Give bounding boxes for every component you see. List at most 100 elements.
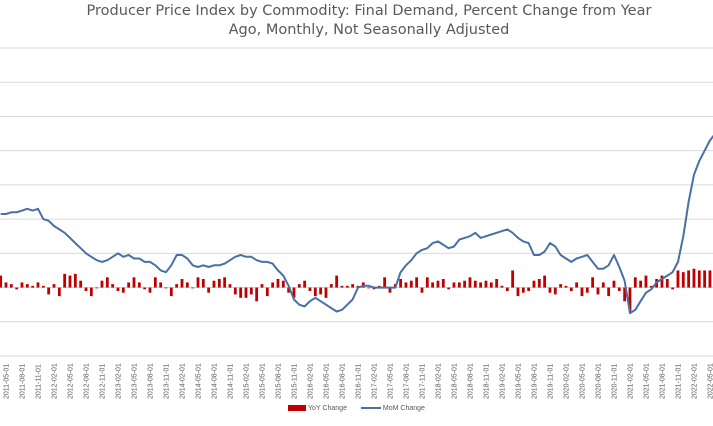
x-tick-label: 2019-11-01 <box>548 364 555 399</box>
yoy-bar <box>692 268 696 288</box>
yoy-bar <box>239 287 243 298</box>
x-tick-label: 2018-08-01 <box>468 363 475 399</box>
yoy-bar <box>681 272 685 288</box>
x-tick-label: 2014-02-01 <box>180 363 187 399</box>
yoy-bar <box>420 287 424 293</box>
yoy-bar <box>249 287 253 295</box>
yoy-bar <box>703 270 707 288</box>
yoy-bar <box>127 282 131 288</box>
yoy-bar <box>425 277 429 288</box>
x-tick-label: 2021-11-01 <box>676 364 683 399</box>
mom-line-series <box>0 134 713 315</box>
x-tick-label: 2017-11-01 <box>420 364 427 399</box>
yoy-bar <box>521 287 525 293</box>
chart-title: Producer Price Index by Commodity: Final… <box>0 2 713 40</box>
yoy-bar <box>399 279 403 288</box>
mom-line <box>0 134 713 315</box>
yoy-bar <box>484 280 488 288</box>
yoy-bar <box>580 287 584 297</box>
x-tick-label: 2018-02-01 <box>436 363 443 399</box>
x-tick-label: 2011-08-01 <box>20 364 27 399</box>
yoy-bar <box>0 275 3 288</box>
yoy-bar <box>500 285 504 288</box>
x-tick-label: 2017-05-01 <box>388 363 395 399</box>
yoy-bar <box>441 279 445 288</box>
x-tick-label: 2012-02-01 <box>52 363 59 399</box>
yoy-bar <box>31 285 35 288</box>
yoy-bar <box>95 287 99 289</box>
yoy-bar <box>340 285 344 288</box>
yoy-bar <box>351 284 355 288</box>
yoy-bar <box>207 287 211 293</box>
yoy-bar <box>297 284 301 288</box>
yoy-bar <box>676 270 680 288</box>
x-tick-label: 2013-11-01 <box>164 364 171 399</box>
x-tick-label: 2012-11-01 <box>100 364 107 399</box>
yoy-bar <box>649 285 653 288</box>
yoy-bar <box>687 270 691 288</box>
yoy-bar <box>452 282 456 288</box>
yoy-bar <box>639 280 643 288</box>
yoy-bar <box>287 287 291 293</box>
x-tick-label: 2018-11-01 <box>484 364 491 399</box>
yoy-bar <box>212 280 216 288</box>
chart-plot-area: 2011-05-01 2011-08-01 2011-11-01 2012-02-01… <box>0 47 713 399</box>
yoy-bar <box>191 287 195 289</box>
yoy-bar <box>20 282 24 288</box>
yoy-bar <box>479 282 483 288</box>
yoy-bar <box>116 287 120 291</box>
yoy-bar <box>457 282 461 288</box>
yoy-bar <box>143 287 147 290</box>
yoy-bar <box>601 282 605 288</box>
yoy-bar <box>543 275 547 288</box>
yoy-bar <box>564 285 568 288</box>
yoy-bar <box>63 273 67 288</box>
yoy-bar <box>196 277 200 288</box>
yoy-bar <box>36 282 40 288</box>
yoy-bar <box>468 277 472 288</box>
yoy-bar <box>244 287 248 298</box>
legend-item-mom: MoM Change <box>360 405 425 412</box>
yoy-bar <box>383 277 387 288</box>
legend-item-yoy: YoY Change <box>288 405 347 412</box>
yoy-bar <box>367 287 371 289</box>
yoy-bar <box>25 284 29 288</box>
yoy-bar <box>505 287 509 291</box>
gridlines <box>0 47 713 357</box>
yoy-bar <box>335 275 339 288</box>
x-tick-label: 2015-08-01 <box>276 363 283 399</box>
yoy-bar <box>532 280 536 288</box>
yoy-bar <box>276 279 280 288</box>
yoy-bar <box>233 287 237 295</box>
x-tick-label: 2015-11-01 <box>292 364 299 399</box>
yoy-bar <box>559 284 563 288</box>
yoy-bar <box>708 270 712 288</box>
yoy-bar <box>271 282 275 288</box>
yoy-bar <box>100 280 104 288</box>
yoy-bar <box>511 270 515 288</box>
legend-line-swatch <box>360 407 381 410</box>
x-tick-label: 2021-05-01 <box>644 363 651 399</box>
yoy-bar <box>617 287 621 291</box>
yoy-bar <box>180 279 184 288</box>
yoy-bar <box>607 287 611 297</box>
x-tick-label: 2013-05-01 <box>132 363 139 399</box>
yoy-bar <box>319 287 323 295</box>
x-tick-label: 2012-08-01 <box>84 363 91 399</box>
x-axis-tick-labels: 2011-05-01 2011-08-01 2011-11-01 2012-02-01… <box>4 363 713 399</box>
x-tick-label: 2018-05-01 <box>452 363 459 399</box>
x-tick-label: 2014-05-01 <box>196 363 203 399</box>
yoy-bar <box>52 284 56 288</box>
yoy-bar <box>79 280 83 288</box>
yoy-bar <box>15 287 19 290</box>
chart-title-line-2: Ago, Monthly, Not Seasonally Adjusted <box>228 22 510 38</box>
x-tick-label: 2021-02-01 <box>628 363 635 399</box>
yoy-bar <box>431 282 435 288</box>
yoy-bar <box>644 275 648 288</box>
yoy-bar <box>281 280 285 288</box>
yoy-bar <box>628 287 632 312</box>
yoy-bar <box>217 279 221 288</box>
yoy-bar <box>633 277 637 288</box>
yoy-bar <box>228 284 232 288</box>
yoy-bar <box>308 287 312 291</box>
